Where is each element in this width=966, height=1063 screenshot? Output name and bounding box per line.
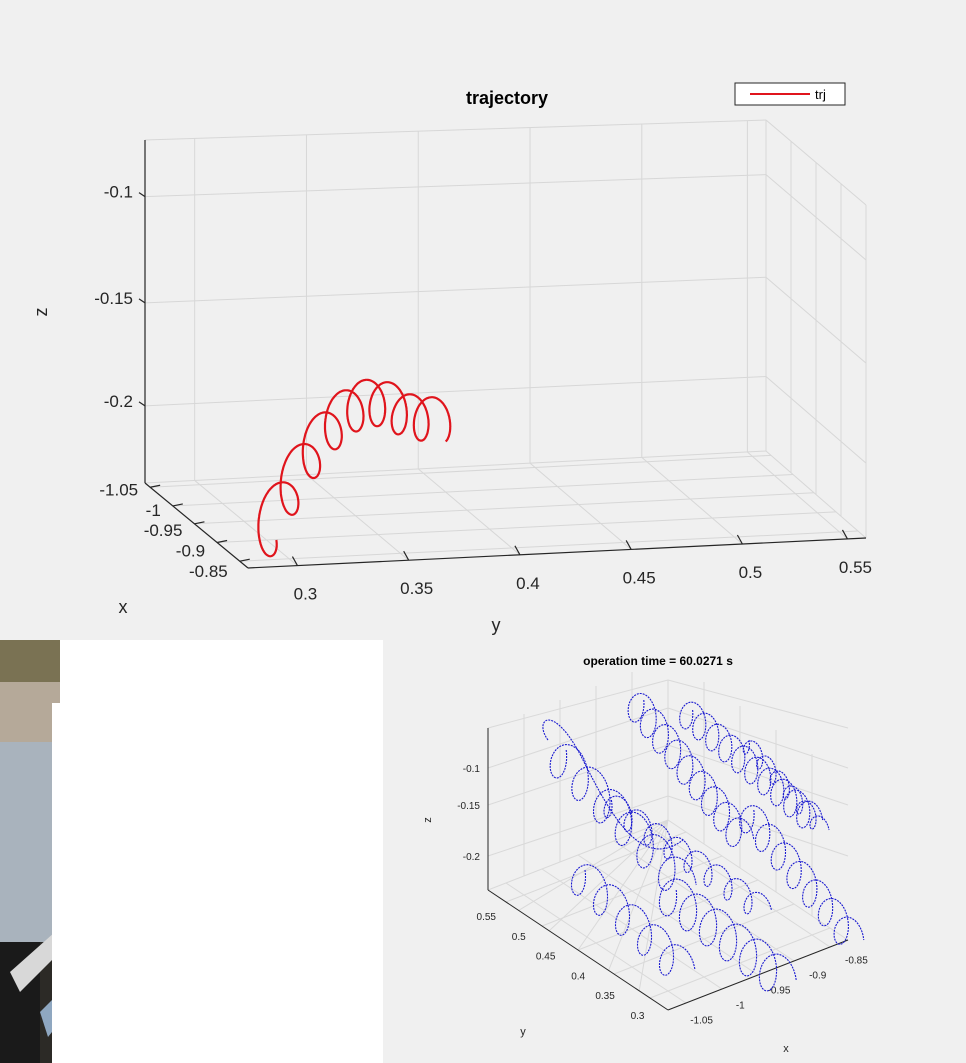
small-plot-title: operation time = 60.0271 s <box>583 654 733 668</box>
small-y-tick-label: 0.3 <box>631 1011 645 1022</box>
small-y-tick-label: 0.55 <box>477 912 497 923</box>
main-x-tick-label: -0.95 <box>144 521 183 540</box>
main-z-axis-label: z <box>31 308 51 317</box>
main-plot-grid <box>144 119 867 566</box>
main-y-tick-label: 0.35 <box>400 579 433 598</box>
small-y-axis-label: y <box>520 1026 526 1038</box>
main-plot-title: trajectory <box>466 88 548 108</box>
trajectory-line-trj <box>257 378 452 558</box>
main-x-tick-label: -1 <box>146 501 161 520</box>
main-x-tick-label: -1.05 <box>99 480 138 499</box>
main-y-axis-label: y <box>492 615 501 635</box>
main-plot-axes <box>144 140 867 569</box>
small-plot-axes <box>487 728 849 1011</box>
main-z-tick-label: -0.15 <box>94 289 133 308</box>
main-x-ticks: -1.05 -1-0.95 -0.9-0.85 <box>99 480 250 581</box>
small-z-tick-label: -0.2 <box>463 852 481 863</box>
small-y-tick-label: 0.45 <box>536 952 556 963</box>
small-z-tick-label: -0.15 <box>457 801 480 812</box>
main-y-tick-label: 0.5 <box>739 563 763 582</box>
small-x-tick-label: -0.95 <box>768 986 791 997</box>
small-x-tick-label: -1.05 <box>690 1016 713 1027</box>
main-y-tick-label: 0.4 <box>516 574 540 593</box>
blank-panel <box>52 703 383 1063</box>
small-x-tick-label: -0.85 <box>845 955 868 966</box>
small-z-tick-label: -0.1 <box>463 764 481 775</box>
main-x-axis-label: x <box>119 597 128 617</box>
main-z-ticks: -0.1 -0.15 -0.2 <box>94 183 146 411</box>
main-plot-legend: trj <box>734 82 846 106</box>
main-z-tick-label: -0.2 <box>104 392 133 411</box>
main-x-tick-label: -0.9 <box>176 542 205 561</box>
main-y-tick-label: 0.3 <box>294 585 318 604</box>
small-x-axis-label: x <box>783 1043 789 1055</box>
main-y-tick-label: 0.55 <box>839 558 872 577</box>
trajectory-figure: trajectory trj -0.1-0.15-0.2 -1.05-1-0.9… <box>0 0 966 640</box>
main-y-ticks: 0.3 0.35 0.4 0.45 0.5 0.55 <box>291 529 872 604</box>
small-y-tick-label: 0.35 <box>595 991 615 1002</box>
operation-trajectory-line <box>542 692 865 992</box>
operation-time-figure: operation time = 60.0271 s -0.1 -0.15 -0.2… <box>383 640 966 1063</box>
small-z-ticks: -0.1 -0.15 -0.2 <box>457 764 480 863</box>
small-x-tick-label: -1 <box>736 1001 745 1012</box>
small-x-tick-label: -0.9 <box>809 970 827 981</box>
main-y-tick-label: 0.45 <box>623 568 656 587</box>
small-z-axis-label: z <box>422 817 434 823</box>
small-y-tick-label: 0.5 <box>512 932 526 943</box>
main-z-tick-label: -0.1 <box>104 183 133 202</box>
small-y-tick-label: 0.4 <box>571 971 585 982</box>
small-x-ticks: -1.05 -1 -0.95 -0.9 -0.85 <box>690 955 868 1026</box>
main-x-tick-label: -0.85 <box>189 562 228 581</box>
legend-label-trj: trj <box>815 87 826 102</box>
small-y-ticks: 0.55 0.5 0.45 0.4 0.35 0.3 <box>477 912 645 1022</box>
